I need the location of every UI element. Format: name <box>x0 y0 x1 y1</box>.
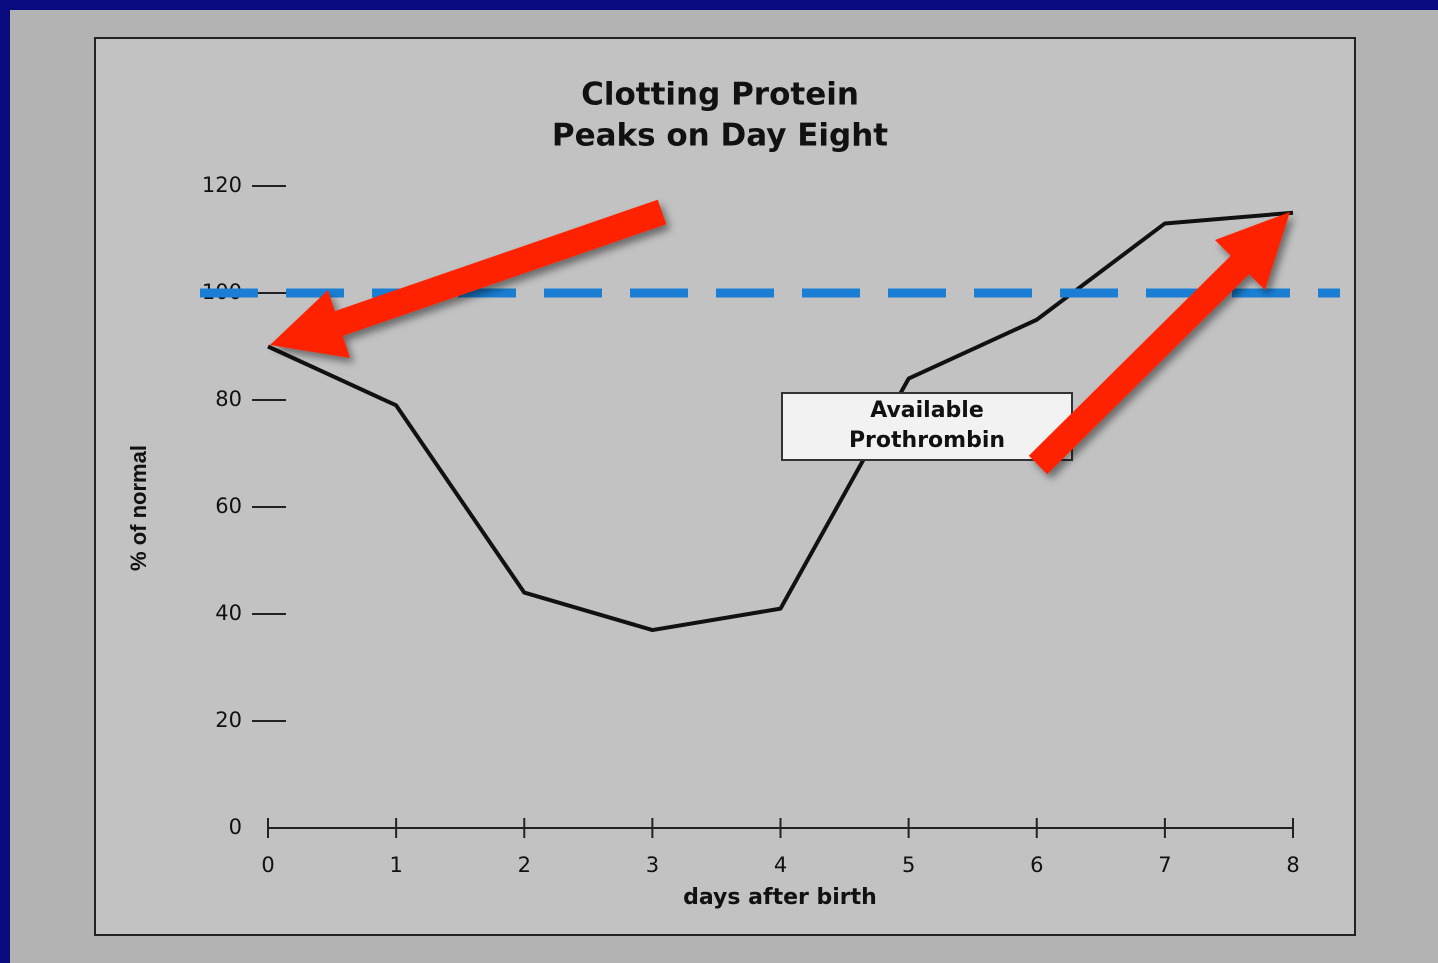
legend-label: Available Prothrombin <box>849 398 1005 453</box>
y-tick-label: 120 <box>202 173 242 197</box>
legend-line: Available <box>870 398 984 423</box>
y-axis-label: % of normal <box>126 445 151 571</box>
chart-title: Peaks on Day Eight <box>552 118 888 154</box>
plot: 012345678020406080100120 <box>202 173 1300 877</box>
y-tick-label: 20 <box>215 708 242 732</box>
arrow-shaft <box>1028 245 1260 475</box>
x-tick-label: 4 <box>774 853 787 877</box>
chart-title: Clotting Protein <box>581 77 859 113</box>
chart-frame <box>94 37 1356 936</box>
arrow-head <box>1215 212 1290 290</box>
arrow-shaft <box>315 199 667 343</box>
legend-box <box>781 392 1073 461</box>
y-tick-label: 60 <box>215 494 242 518</box>
x-tick-label: 6 <box>1030 853 1043 877</box>
y-tick-label: 40 <box>215 601 242 625</box>
x-tick-label: 7 <box>1158 853 1171 877</box>
y-tick-label: 80 <box>215 387 242 411</box>
legend-line: Prothrombin <box>849 428 1005 453</box>
arrow-head <box>270 290 350 358</box>
x-tick-label: 8 <box>1286 853 1299 877</box>
annotations: Available Prothrombin <box>200 199 1340 475</box>
y-tick-label: 0 <box>229 815 242 839</box>
arrow <box>1028 212 1290 475</box>
series-line <box>267 210 1294 633</box>
x-tick-label: 2 <box>518 853 531 877</box>
x-tick-label: 5 <box>902 853 915 877</box>
x-tick-label: 0 <box>261 853 274 877</box>
x-axis-label: days after birth <box>683 885 877 910</box>
x-tick-label: 1 <box>389 853 402 877</box>
arrow <box>270 199 667 358</box>
x-tick-label: 3 <box>646 853 659 877</box>
